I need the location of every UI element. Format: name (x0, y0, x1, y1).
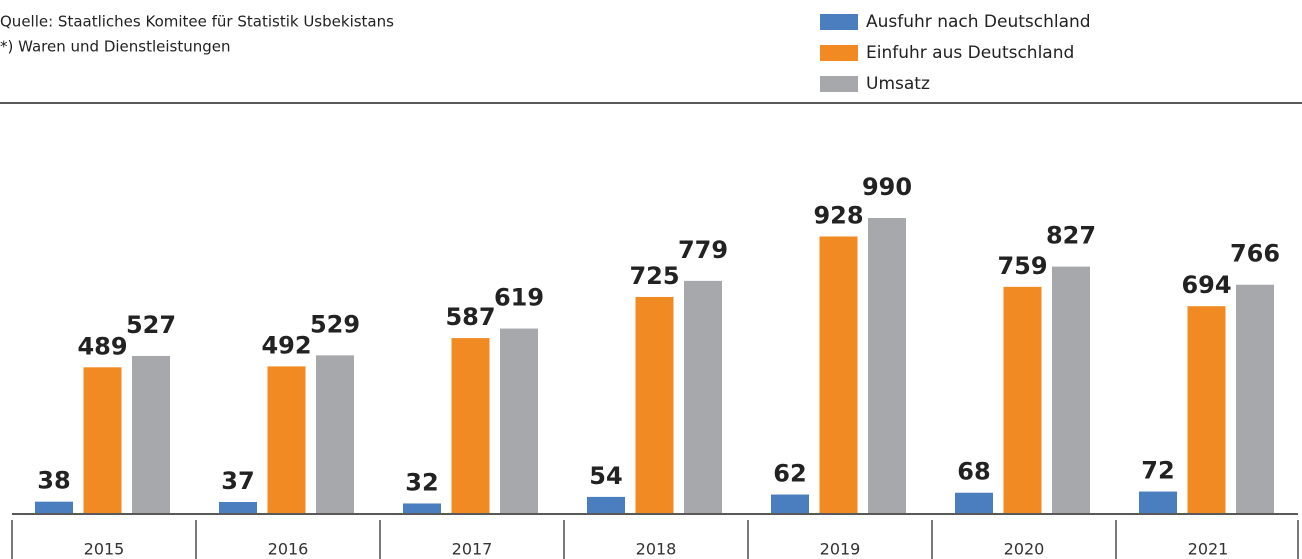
value-label: 587 (445, 303, 495, 331)
legend-swatch (820, 14, 858, 30)
value-label: 527 (126, 311, 176, 339)
bar (635, 296, 674, 513)
legend-swatch (820, 76, 858, 92)
value-label: 489 (77, 332, 127, 360)
x-tick-label: 2020 (1004, 540, 1045, 559)
value-label: 779 (678, 236, 728, 264)
value-label: 37 (221, 467, 254, 495)
legend-label: Umsatz (866, 74, 930, 94)
bar (403, 503, 441, 513)
x-tick-label: 2018 (636, 540, 677, 559)
value-label: 72 (1141, 457, 1174, 485)
value-label: 694 (1181, 271, 1231, 299)
value-label: 990 (862, 173, 912, 201)
value-label: 827 (1046, 222, 1096, 250)
bar (819, 236, 858, 514)
x-tick-label: 2021 (1188, 540, 1229, 559)
footnote: *) Waren und Dienstleistungen (0, 38, 231, 56)
value-label: 68 (957, 458, 990, 486)
bar (132, 355, 170, 513)
bar (1187, 306, 1226, 513)
value-label: 928 (813, 201, 863, 229)
bar (1052, 266, 1090, 513)
value-label: 725 (629, 262, 679, 290)
value-label: 38 (37, 467, 70, 495)
bar (1236, 284, 1274, 513)
legend-swatch (820, 45, 858, 61)
value-label: 62 (773, 460, 806, 488)
bar (451, 338, 490, 513)
bar (1003, 286, 1042, 513)
value-label: 759 (997, 252, 1047, 280)
bar (219, 501, 257, 513)
x-tick-label: 2016 (268, 540, 309, 559)
value-label: 766 (1230, 240, 1280, 268)
x-tick-label: 2017 (452, 540, 493, 559)
x-tick-label: 2015 (84, 540, 125, 559)
bar (955, 492, 993, 513)
bar (316, 355, 354, 513)
x-tick-label: 2019 (820, 540, 861, 559)
source: Quelle: Staatliches Komitee für Statisti… (0, 13, 394, 31)
bar (771, 494, 809, 513)
bar (587, 496, 625, 513)
bar (500, 328, 538, 513)
bar (1139, 491, 1177, 513)
bar (684, 280, 722, 513)
legend-label: Ausfuhr nach Deutschland (866, 12, 1091, 32)
bar (868, 218, 906, 513)
value-label: 32 (405, 468, 438, 496)
bar (35, 501, 73, 513)
legend-label: Einfuhr aus Deutschland (866, 43, 1074, 63)
value-label: 492 (261, 331, 311, 359)
bar (267, 366, 306, 513)
value-label: 619 (494, 284, 544, 312)
bar (83, 367, 122, 513)
value-label: 54 (589, 462, 622, 490)
value-label: 529 (310, 310, 360, 338)
